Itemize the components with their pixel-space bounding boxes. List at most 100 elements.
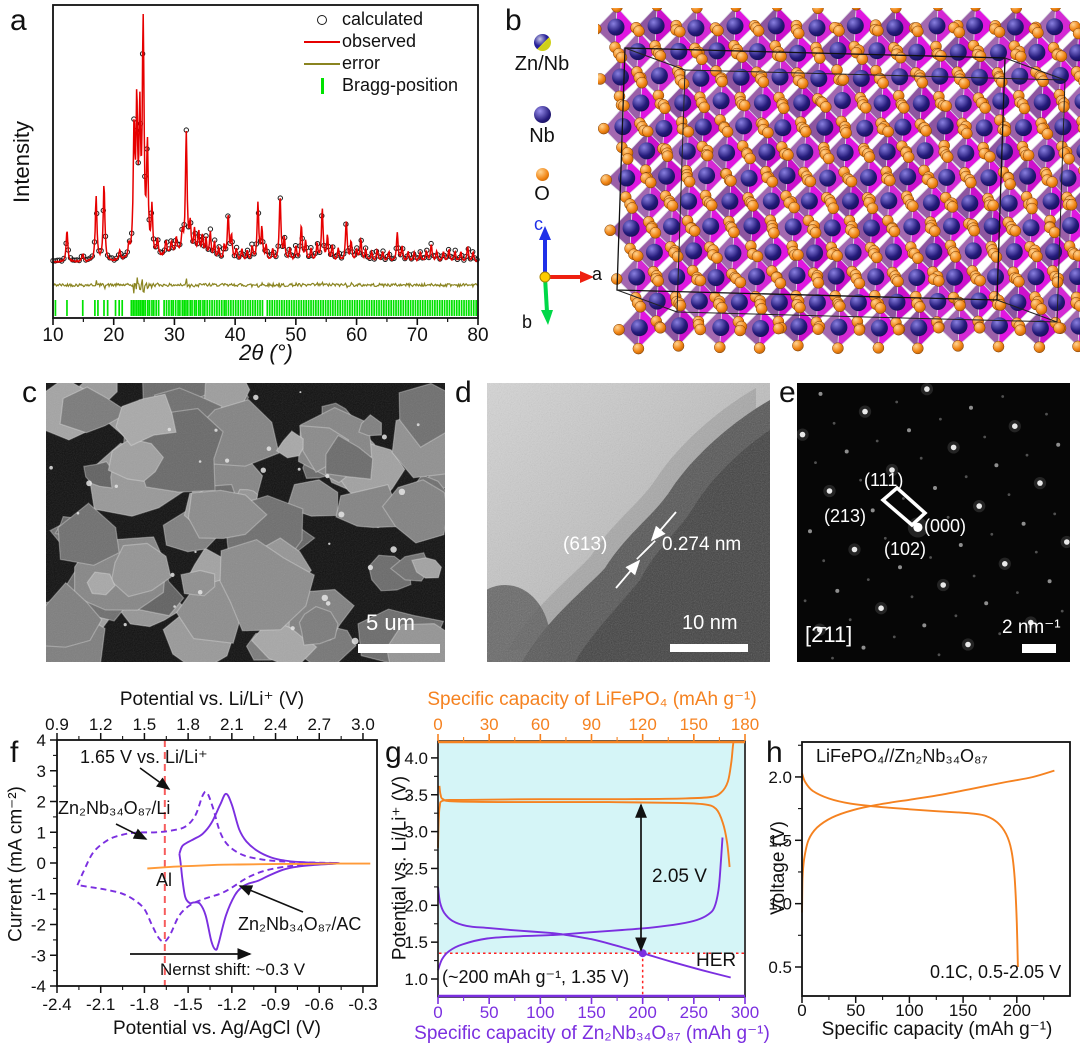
g-y-axis-label: Potential vs. Li/Li⁺ (V) [389, 775, 411, 961]
svg-text:2.0: 2.0 [768, 768, 792, 787]
svg-text:0: 0 [797, 1001, 806, 1020]
svg-text:20: 20 [103, 325, 124, 346]
panel-label-h: h [766, 736, 783, 769]
g-top-axis-label: Specific capacity of LiFePO₄ (mAh g⁻¹) [427, 689, 757, 710]
svg-text:0: 0 [433, 715, 442, 734]
svg-text:0: 0 [433, 1003, 442, 1022]
o-atom-icon [535, 168, 549, 181]
b-axis-b-label: b [522, 312, 533, 332]
svg-text:50: 50 [846, 1001, 865, 1020]
legend-label: calculated [342, 9, 424, 29]
svg-text:1.5: 1.5 [404, 933, 428, 952]
svg-text:0.9: 0.9 [45, 715, 69, 734]
svg-text:3: 3 [37, 762, 46, 781]
svg-text:-2: -2 [31, 916, 46, 935]
f-y-axis-label: Current (mA cm⁻²) [5, 786, 27, 942]
svg-text:3.5: 3.5 [404, 786, 428, 805]
legend-label: Zn/Nb [514, 53, 570, 75]
e-scale-bar [1022, 644, 1056, 653]
f-al-annotation: Al [156, 870, 173, 890]
svg-text:-4: -4 [31, 977, 46, 996]
svg-text:90: 90 [582, 715, 601, 734]
svg-text:30: 30 [480, 715, 499, 734]
e-zone-axis-label: [2̄11] [805, 622, 853, 647]
svg-text:10: 10 [42, 325, 63, 346]
b-axis-a-label: a [592, 264, 603, 284]
f-li-annotation: Zn₂Nb₃₄O₈₇/Li [58, 798, 171, 818]
d-spacing-label: 0.274 nm [662, 534, 742, 555]
b-legend-nb: Nb [505, 106, 579, 148]
b-legend-o: O [505, 168, 579, 206]
svg-text:-3: -3 [31, 946, 46, 965]
a-legend: calculated observed error Bragg-position [302, 9, 458, 95]
svg-text:2.1: 2.1 [220, 715, 244, 734]
panel-label-a: a [10, 4, 27, 37]
svg-text:1.2: 1.2 [89, 715, 113, 734]
h-y-axis-label: Voltage (V) [768, 821, 789, 915]
e-spot-102-label: (102) [884, 539, 927, 559]
svg-text:250: 250 [680, 1003, 708, 1022]
nb-atom-icon [533, 106, 551, 123]
svg-text:120: 120 [628, 715, 656, 734]
svg-text:-2.4: -2.4 [42, 995, 71, 1014]
svg-text:100: 100 [895, 1001, 923, 1020]
znnb-atom-icon [533, 34, 551, 51]
svg-text:180: 180 [731, 715, 759, 734]
d-plane-label: (613) [563, 534, 608, 555]
panel-label-c: c [22, 376, 37, 409]
legend-label: error [342, 53, 381, 73]
g-voltage-gap-annotation: 2.05 V [652, 866, 707, 887]
svg-text:-0.9: -0.9 [261, 995, 290, 1014]
observed-line-icon [304, 40, 340, 43]
f-ac-annotation: Zn₂Nb₃₄O₈₇/AC [238, 914, 362, 934]
f-top-axis-label: Potential vs. Li/Li⁺ (V) [119, 689, 305, 710]
svg-text:40: 40 [225, 325, 246, 346]
svg-text:150: 150 [949, 1001, 977, 1020]
svg-text:2.0: 2.0 [404, 896, 428, 915]
svg-text:-1: -1 [31, 885, 46, 904]
svg-text:1: 1 [37, 823, 46, 842]
svg-text:150: 150 [680, 715, 708, 734]
panel-label-f: f [10, 736, 19, 769]
svg-text:50: 50 [285, 325, 306, 346]
svg-text:-2.1: -2.1 [86, 995, 115, 1014]
svg-text:60: 60 [346, 325, 367, 346]
svg-text:2: 2 [37, 793, 46, 812]
svg-text:150: 150 [577, 1003, 605, 1022]
svg-text:1.5: 1.5 [133, 715, 157, 734]
legend-label: observed [342, 31, 417, 51]
legend-item: error [302, 53, 458, 73]
svg-text:0.5: 0.5 [768, 958, 792, 977]
svg-text:-1.8: -1.8 [130, 995, 159, 1014]
svg-text:1.8: 1.8 [176, 715, 200, 734]
svg-text:-1.5: -1.5 [173, 995, 202, 1014]
svg-text:300: 300 [731, 1003, 759, 1022]
svg-text:200: 200 [1003, 1001, 1031, 1020]
b-legend-znnb: Zn/Nb [505, 34, 579, 76]
g-her-annotation: HER [696, 950, 737, 971]
a-y-axis-label: Intensity [9, 121, 34, 203]
svg-text:-0.3: -0.3 [348, 995, 377, 1014]
panel-label-d: d [455, 376, 472, 409]
b-axis-c-label: c [534, 214, 543, 234]
svg-text:1.0: 1.0 [404, 970, 428, 989]
svg-text:2.7: 2.7 [307, 715, 331, 734]
legend-item: calculated [302, 9, 458, 29]
svg-text:3.0: 3.0 [404, 823, 428, 842]
svg-text:200: 200 [628, 1003, 656, 1022]
f-ref-annotation: 1.65 V vs. Li/Li⁺ [80, 747, 208, 767]
d-scale-bar-label: 10 nm [682, 612, 738, 634]
panel-label-b: b [505, 4, 522, 37]
d-scale-bar [670, 644, 748, 652]
svg-text:2.4: 2.4 [264, 715, 288, 734]
e-spot-111-label: (111) [864, 470, 904, 490]
a-x-axis-label: 2θ (°) [239, 340, 293, 365]
svg-text:1.0: 1.0 [768, 895, 792, 914]
c-scale-bar [358, 644, 440, 653]
svg-text:30: 30 [164, 325, 185, 346]
legend-item: observed [302, 31, 458, 51]
g-bottom-axis-label: Specific capacity of Zn₂Nb₃₄O₈₇ (mAh g⁻¹… [414, 1023, 770, 1044]
svg-text:100: 100 [526, 1003, 554, 1022]
